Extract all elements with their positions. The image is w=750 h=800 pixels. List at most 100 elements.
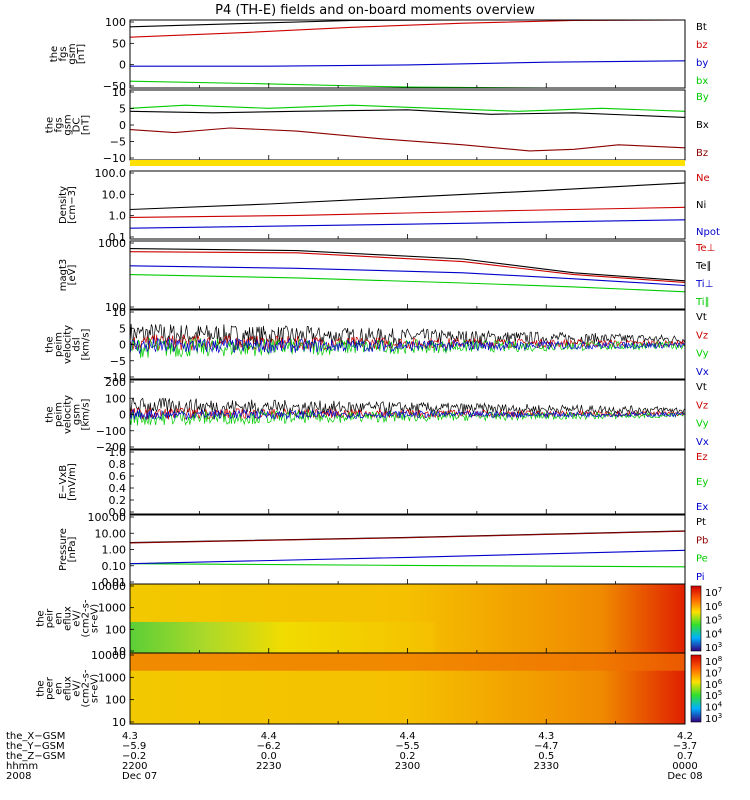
- spectrogram-high-energy: [130, 653, 685, 671]
- x-tick-value: 2230: [256, 761, 281, 772]
- y-tick-label: 10: [112, 716, 126, 729]
- y-tick-label: 100: [105, 623, 126, 636]
- legend-Vx: Vx: [696, 437, 709, 448]
- y-axis-label-line: [eV]: [67, 265, 78, 286]
- y-axis-label-line: [km/s]: [81, 328, 92, 360]
- y-tick-label: 0.8: [109, 458, 127, 471]
- legend-Vt: Vt: [696, 382, 707, 393]
- y-tick-label: 0.6: [109, 470, 127, 483]
- legend-Te⊥: Te⊥: [695, 243, 715, 254]
- y-tick-label: 1000: [98, 237, 126, 250]
- y-tick-label: 0.01: [102, 576, 127, 589]
- panel-2: Ne Ni Npot 100.0 10.0 1.0 0.1 Density[cm−3]: [58, 167, 720, 244]
- y-axis-label-line: [nPa]: [67, 536, 78, 562]
- x-tick-value: 0.7: [677, 751, 693, 762]
- x-tick-value: 4.3: [538, 731, 554, 742]
- y-tick-label: 10.0: [102, 188, 127, 201]
- colorbar-tick: 104: [705, 627, 723, 640]
- panel-9: 10810710610510410310000100010010thepeere…: [36, 649, 723, 729]
- colorbar: [690, 654, 702, 723]
- y-tick-label: 1000: [98, 671, 126, 684]
- y-tick-label: −50: [103, 80, 126, 93]
- x-tick-value: Dec 08: [667, 771, 702, 782]
- y-tick-label: −200: [96, 441, 126, 454]
- y-tick-label: 100: [105, 301, 126, 314]
- x-row-label: hhmm: [6, 761, 38, 772]
- x-tick-value: 2300: [395, 761, 420, 772]
- x-row-label: the_Y−GSM: [6, 741, 65, 752]
- legend-Bx: Bx: [696, 120, 709, 131]
- y-tick-label: 10: [112, 306, 126, 319]
- y-axis-label-line: eflux: [63, 606, 74, 631]
- x-tick-value: Dec 07: [122, 771, 157, 782]
- y-tick-label: 1000: [98, 602, 126, 615]
- panel-frame: [129, 89, 686, 161]
- x-tick-value: 0.0: [261, 751, 277, 762]
- y-axis-label-line: E−VxB: [58, 465, 69, 499]
- y-axis-label-line: peim: [54, 332, 65, 357]
- y-axis-label-line: en: [54, 612, 65, 625]
- x-row-label: the_Z−GSM: [6, 751, 65, 762]
- colorbar-tick: 106: [705, 600, 723, 613]
- legend-Pt: Pt: [696, 517, 706, 528]
- y-axis-label-line: gsm: [67, 43, 78, 64]
- y-tick-label: 100.00: [88, 511, 127, 524]
- y-axis-label: Pressure[nPa]: [58, 528, 78, 571]
- panel-frame: [129, 19, 686, 89]
- y-axis-label-line: [km/s]: [81, 398, 92, 430]
- colorbar-tick: 105: [705, 614, 722, 627]
- y-axis-label-line: dsl: [72, 337, 83, 351]
- y-tick-label: 1.00: [102, 544, 127, 557]
- series-Ne: [129, 206, 686, 218]
- legend-Npot: Npot: [696, 227, 720, 238]
- legend-Vx: Vx: [696, 367, 709, 378]
- y-axis-label-line: [cm−3]: [67, 186, 78, 224]
- x-row-label: the_X−GSM: [6, 731, 65, 742]
- panel-3: Te⊥ Te∥ Ti⊥ Ti∥ 1000 100 magt3[eV]: [58, 237, 715, 314]
- y-axis-label: Density[cm−3]: [58, 186, 78, 224]
- y-axis-label-line: peim: [54, 402, 65, 427]
- colorbar: [690, 585, 702, 652]
- series-Vx: [129, 408, 686, 421]
- y-axis-label-line: the: [36, 680, 47, 696]
- legend-Ey: Ey: [696, 477, 708, 488]
- series-Te∥: [129, 248, 686, 282]
- panel-5: Vt Vz Vy Vx 200 100 0 −100 −200 thepeimvelocitygs…: [45, 376, 709, 454]
- x-tick-value: −6.2: [257, 741, 281, 752]
- colorbar-tick: 103: [705, 712, 722, 725]
- y-tick-label: 0: [119, 339, 126, 352]
- legend-Ni: Ni: [696, 200, 706, 211]
- x-tick-value: 2330: [534, 761, 559, 772]
- x-tick-value: 4.4: [261, 731, 277, 742]
- series-Pe: [129, 563, 686, 568]
- x-tick-value: −4.7: [534, 741, 558, 752]
- y-axis-label-line: eV/: [72, 680, 83, 697]
- y-axis-label-line: [nT]: [76, 44, 87, 64]
- legend-Bz: Bz: [696, 148, 708, 159]
- y-tick-label: 100: [105, 16, 126, 29]
- panel-4: Vt Vz Vy Vx 10 5 0 −5 −10 thepeimvelocitydsl[km/s…: [45, 306, 709, 384]
- y-tick-label: 10000: [91, 580, 126, 593]
- y-tick-label: 1.0: [109, 446, 127, 459]
- y-tick-label: 10: [112, 86, 126, 99]
- legend-Bt: Bt: [696, 22, 707, 33]
- panel-frame: [129, 449, 686, 515]
- series-Te⊥: [129, 251, 686, 283]
- series-Ti∥: [129, 274, 686, 293]
- series-Vt: [129, 397, 686, 416]
- series-Vx: [129, 337, 686, 355]
- legend-by: by: [696, 58, 708, 69]
- y-axis-label-line: sr-eV): [90, 604, 101, 633]
- x-tick-value: −5.9: [122, 741, 146, 752]
- y-axis-label-line: gsm: [63, 114, 74, 135]
- y-tick-label: 10: [112, 645, 126, 658]
- y-tick-label: 0: [119, 119, 126, 132]
- y-axis-label-line: Pressure: [58, 528, 69, 571]
- x-tick-value: 0000: [672, 761, 697, 772]
- x-tick-value: −3.7: [673, 741, 697, 752]
- y-tick-label: 0.10: [102, 560, 127, 573]
